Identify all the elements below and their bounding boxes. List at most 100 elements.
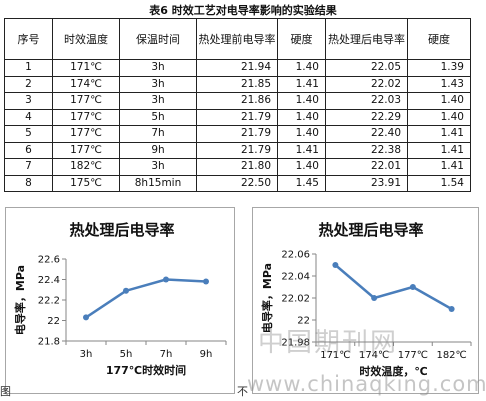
- x-tick-label: 9h: [200, 349, 213, 360]
- table-cell: 1.40: [277, 92, 326, 110]
- table-cell: 22.01: [325, 158, 408, 176]
- data-point: [448, 306, 455, 312]
- chart-aging-time-svg: 热处理后电导率 21.8 22 22.2 22.4 22.6 3h 5h 7h 9h 177℃时效时…: [13, 221, 227, 377]
- table-cell: 21.94: [196, 59, 278, 77]
- x-tick-label: 7h: [160, 349, 173, 360]
- y-tick-label: 21.98: [281, 338, 310, 349]
- table-cell: 9h: [119, 141, 197, 159]
- y-tick-label: 22.4: [38, 275, 60, 286]
- data-point: [371, 295, 378, 301]
- y-tick-label: 22.2: [38, 296, 60, 307]
- table-cell: 1: [4, 59, 53, 77]
- x-tick-label: 174℃: [359, 350, 389, 361]
- table-cell: 1.40: [407, 108, 471, 126]
- table-cell: 171℃: [52, 59, 120, 77]
- data-point: [163, 276, 169, 283]
- table-cell: 5: [4, 125, 53, 143]
- table-cell: 182℃: [52, 158, 120, 176]
- table-cell: 177℃: [52, 108, 120, 126]
- table-cell: 5h: [119, 108, 197, 126]
- table-cell: 1.41: [277, 75, 326, 93]
- y-axis-label: 电导率，MPa: [260, 263, 274, 333]
- x-axis-label: 177℃时效时间: [106, 363, 186, 377]
- table-cell: 1.41: [277, 141, 326, 159]
- table-cell: 1.41: [407, 125, 471, 143]
- table-row: 1 171℃ 3h 21.94 1.40 22.05 1.39: [4, 59, 471, 77]
- series-line: [85, 278, 207, 319]
- table-cell: 21.79: [196, 141, 278, 159]
- x-tick-label: 5h: [120, 349, 133, 360]
- table-cell: 4: [4, 108, 53, 126]
- results-table: 序号 时效温度 保温时间 热处理前电导率 硬度 热处理后电导率 硬度 1 171℃…: [4, 18, 471, 192]
- data-point: [409, 284, 416, 290]
- table-cell: 1.40: [277, 59, 326, 77]
- x-axis-label: 时效温度，℃: [359, 364, 427, 378]
- table-row: 8 175℃ 8h15min 22.50 1.45 23.91 1.54: [4, 174, 471, 192]
- table-cell: 1.39: [407, 59, 471, 77]
- table-cell: 1.40: [277, 108, 326, 126]
- chart-title: 热处理后电导率: [69, 221, 174, 239]
- table-cell: 1.43: [407, 75, 471, 93]
- header-hardness-before: 硬度: [277, 18, 326, 60]
- series-line: [334, 264, 453, 311]
- data-point: [332, 262, 339, 268]
- chart-aging-temp-svg: 热处理后电导率 21.98 22 22.02 22.04 22.06 171℃ 174℃ 177…: [260, 221, 472, 378]
- table-cell: 22.03: [325, 92, 408, 110]
- table-cell: 1.54: [407, 174, 471, 192]
- header-index: 序号: [4, 18, 53, 60]
- table-cell: 1.40: [277, 125, 326, 143]
- table-cell: 21.85: [196, 75, 278, 93]
- y-tick-label: 22.6: [38, 255, 60, 266]
- table-cell: 175℃: [52, 174, 120, 192]
- table-cell: 21.80: [196, 158, 278, 176]
- data-point: [203, 278, 209, 285]
- header-aging-temp: 时效温度: [52, 18, 120, 60]
- header-conductivity-after: 热处理后电导率: [325, 18, 408, 60]
- table-row: 7 182℃ 3h 21.80 1.40 22.01 1.41: [4, 158, 471, 176]
- watermark-url: www.chinaqking.com: [247, 372, 486, 396]
- header-hardness-after: 硬度: [407, 18, 471, 60]
- table-cell: 177℃: [52, 92, 120, 110]
- table-cell: 2: [4, 75, 53, 93]
- y-tick-label: 22.02: [281, 294, 310, 305]
- table-cell: 22.29: [325, 108, 408, 126]
- table-cell: 177℃: [52, 125, 120, 143]
- table-cell: 3h: [119, 92, 197, 110]
- table-row: 2 174℃ 3h 21.85 1.41 22.02 1.43: [4, 75, 471, 93]
- table-row: 4 177℃ 5h 21.79 1.40 22.29 1.40: [4, 108, 471, 126]
- table-cell: 1.40: [277, 158, 326, 176]
- table-cell: 177℃: [52, 141, 120, 159]
- table-cell: 22.40: [325, 125, 408, 143]
- table-cell: 6: [4, 141, 53, 159]
- table-cell: 21.79: [196, 125, 278, 143]
- table-cell: 23.91: [325, 174, 408, 192]
- table-cell: 7h: [119, 125, 197, 143]
- x-tick-label: 171℃: [320, 350, 350, 361]
- table-row: 3 177℃ 3h 21.86 1.40 22.03 1.40: [4, 92, 471, 110]
- data-point: [83, 314, 89, 321]
- table-cell: 22.38: [325, 141, 408, 159]
- table-cell: 21.86: [196, 92, 278, 110]
- table-cell: 3h: [119, 75, 197, 93]
- x-tick-label: 182℃: [436, 350, 466, 361]
- watermark-cn: 中国期刊网: [258, 328, 399, 358]
- table-cell: 3: [4, 92, 53, 110]
- chart-title: 热处理后电导率: [318, 221, 423, 239]
- chart-aging-time: 热处理后电导率 21.8 22 22.2 22.4 22.6 3h 5h 7h 9h 177℃时效时…: [5, 207, 235, 394]
- y-tick-label: 22: [297, 316, 310, 327]
- table-cell: 8: [4, 174, 53, 192]
- y-tick-label: 21.8: [38, 337, 60, 348]
- y-tick-label: 22.04: [281, 272, 310, 283]
- chart-aging-temp: 热处理后电导率 21.98 22 22.02 22.04 22.06 171℃ 174℃ 177…: [252, 207, 479, 394]
- caption-fragment-right: 不: [237, 385, 248, 398]
- y-tick-label: 22: [47, 316, 60, 327]
- header-conductivity-before: 热处理前电导率: [196, 18, 278, 60]
- table-cell: 3h: [119, 158, 197, 176]
- table-cell: 22.50: [196, 174, 278, 192]
- table-cell: 1.41: [407, 158, 471, 176]
- table-cell: 3h: [119, 59, 197, 77]
- table-cell: 174℃: [52, 75, 120, 93]
- x-tick-label: 177℃: [398, 350, 428, 361]
- y-axis-label: 电导率，MPa: [13, 265, 27, 335]
- table-cell: 22.05: [325, 59, 408, 77]
